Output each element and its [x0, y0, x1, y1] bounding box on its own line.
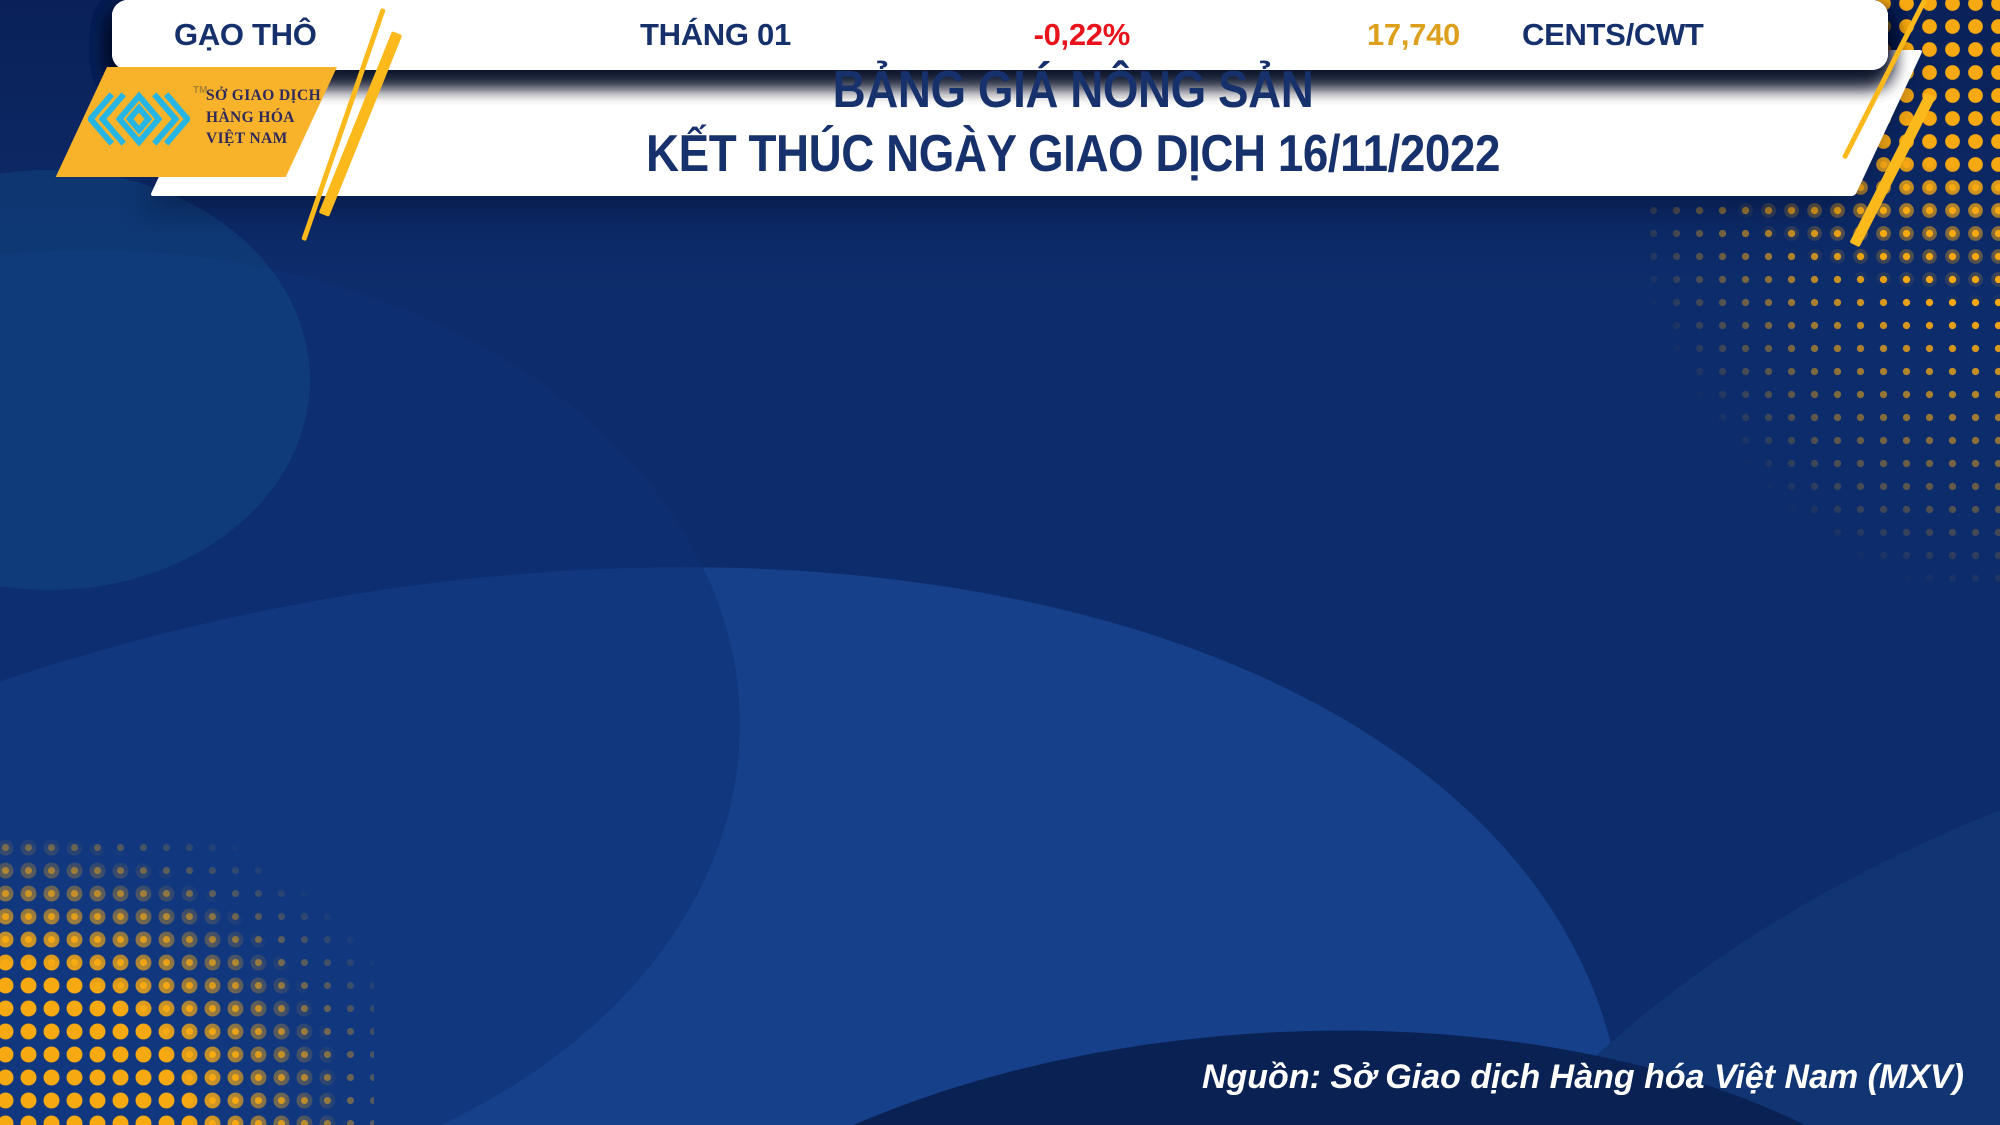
contract-month: THÁNG 01 [640, 17, 791, 52]
halftone-dots-bottom-left-large-icon [0, 836, 346, 1125]
source-credit: Nguồn: Sở Giao dịch Hàng hóa Việt Nam (M… [1201, 1058, 1964, 1096]
table-row-gao-tho: GẠO THÔ THÁNG 01 -0,22% 17,740 CENTS/CWT [112, 0, 1888, 70]
page-title: BẢNG GIÁ NÔNG SẢN KẾT THÚC NGÀY GIAO DỊC… [349, 58, 1797, 186]
price-unit: CENTS/CWT [1522, 17, 1704, 52]
price-value: 17,740 [1366, 17, 1460, 52]
logo-org-line2: HÀNG HÓA [206, 108, 295, 126]
title-line2: KẾT THÚC NGÀY GIAO DỊCH 16/11/2022 [646, 125, 1500, 183]
mxv-logo-icon [88, 91, 190, 147]
change-percent: -0,22% [1033, 17, 1131, 52]
logo-org-line1: SỞ GIAO DỊCH [206, 87, 322, 104]
logo-org-name: SỞ GIAO DỊCH HÀNG HÓA VIỆT NAM [206, 85, 321, 150]
commodity-name: GẠO THÔ [174, 17, 317, 52]
logo-org-line3: VIỆT NAM [206, 130, 288, 147]
title-line1: BẢNG GIÁ NÔNG SẢN [832, 61, 1314, 119]
trademark-mark: TM [193, 85, 208, 96]
